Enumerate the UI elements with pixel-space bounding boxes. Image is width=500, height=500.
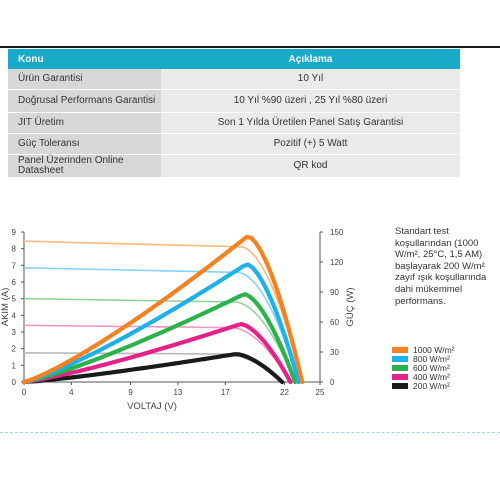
legend-swatch: [392, 347, 408, 354]
legend-swatch: [392, 373, 408, 380]
y-tick-label: 7: [12, 261, 17, 270]
spec-table: Konu Açıklama Ürün Garantisi 10 Yıl Doğr…: [8, 49, 460, 178]
bottom-rule: [0, 432, 500, 433]
y2-tick-label: 90: [330, 288, 339, 297]
legend-label: 200 W/m²: [413, 380, 450, 391]
legend-item: 400 W/m²: [392, 371, 455, 382]
table-header-description: Açıklama: [161, 49, 460, 69]
chart-legend: 1000 W/m² 800 W/m² 600 W/m² 400 W/m² 200 W/m…: [392, 345, 455, 391]
legend-item: 1000 W/m²: [392, 345, 455, 356]
y-tick-label: 3: [12, 328, 17, 337]
pv-curve-line: [21, 322, 293, 385]
x-tick-label: 17: [221, 388, 230, 397]
chart-note: Standart test koşullarından (1000 W/m², …: [395, 226, 487, 307]
table-row-value: Pozitif (+) 5 Watt: [161, 133, 460, 155]
legend-swatch: [392, 382, 408, 389]
legend-item: 200 W/m²: [392, 380, 455, 391]
table-row-label: Doğrusal Performans Garantisi: [8, 89, 161, 113]
table-row-value: 10 Yıl: [161, 69, 460, 90]
legend-item: 800 W/m²: [392, 354, 455, 365]
y-tick-label: 9: [12, 228, 17, 237]
iv-curve-line: [23, 267, 300, 383]
x-tick-label: 22: [280, 388, 289, 397]
top-rule: [0, 46, 500, 48]
table-row: Doğrusal Performans Garantisi 10 Yıl %90…: [8, 89, 460, 113]
legend-swatch: [392, 356, 408, 363]
legend-swatch: [392, 364, 408, 371]
x-axis-label: VOLTAJ (V): [127, 401, 177, 412]
x-tick-label: 0: [22, 388, 27, 397]
y2-tick-label: 0: [330, 378, 335, 387]
table-row-value: 10 Yıl %90 üzeri , 25 Yıl %80 üzeri: [161, 89, 460, 113]
y-tick-label: 0: [12, 378, 17, 387]
pv-curve-line: [21, 352, 285, 385]
y-tick-label: 4: [12, 311, 17, 320]
y2-tick-label: 150: [330, 228, 344, 237]
table-row-label: Panel Üzerinden Online Datasheet: [8, 154, 161, 178]
y2-axis-label: GÜÇ (W): [345, 287, 356, 326]
y-tick-label: 5: [12, 295, 17, 304]
table-header-row: Konu Açıklama: [8, 49, 460, 69]
table-row-value: QR kod: [161, 154, 460, 178]
iv-curve-line: [23, 324, 292, 383]
table-row-value: Son 1 Yılda Üretilen Panel Satış Garanti…: [161, 112, 460, 134]
iv-curve-line: [23, 240, 303, 383]
table-row: Güç Toleransı Pozitif (+) 5 Watt: [8, 133, 460, 155]
pv-curve-line: [21, 234, 305, 385]
y-tick-label: 2: [12, 345, 17, 354]
x-tick-label: 13: [173, 388, 182, 397]
table-row: Panel Üzerinden Online Datasheet QR kod: [8, 154, 460, 178]
legend-label: 1000 W/m²: [413, 345, 455, 356]
legend-label: 400 W/m²: [413, 371, 450, 382]
y2-tick-label: 30: [330, 348, 339, 357]
table-header-topic: Konu: [8, 49, 161, 69]
x-tick-label: 25: [316, 388, 325, 397]
y-tick-label: 6: [12, 278, 17, 287]
x-tick-label: 9: [128, 388, 133, 397]
table-row-label: JIT Üretim: [8, 112, 161, 134]
y2-tick-label: 120: [330, 258, 344, 267]
y-axis-label: AKIM (A): [0, 288, 11, 327]
pv-curve-line: [21, 292, 298, 385]
table-row-label: Güç Toleransı: [8, 133, 161, 155]
x-tick-label: 4: [69, 388, 74, 397]
legend-label: 600 W/m²: [413, 363, 450, 373]
table-row-label: Ürün Garantisi: [8, 69, 161, 90]
y2-tick-label: 60: [330, 318, 339, 327]
table-row: JIT Üretim Son 1 Yılda Üretilen Panel Sa…: [8, 112, 460, 134]
y-tick-label: 1: [12, 361, 17, 370]
legend-item: 600 W/m²: [392, 363, 455, 373]
y-tick-label: 8: [12, 245, 17, 254]
table-row: Ürün Garantisi 10 Yıl: [8, 69, 460, 90]
legend-label: 800 W/m²: [413, 354, 450, 365]
pv-curve-line: [21, 262, 301, 385]
